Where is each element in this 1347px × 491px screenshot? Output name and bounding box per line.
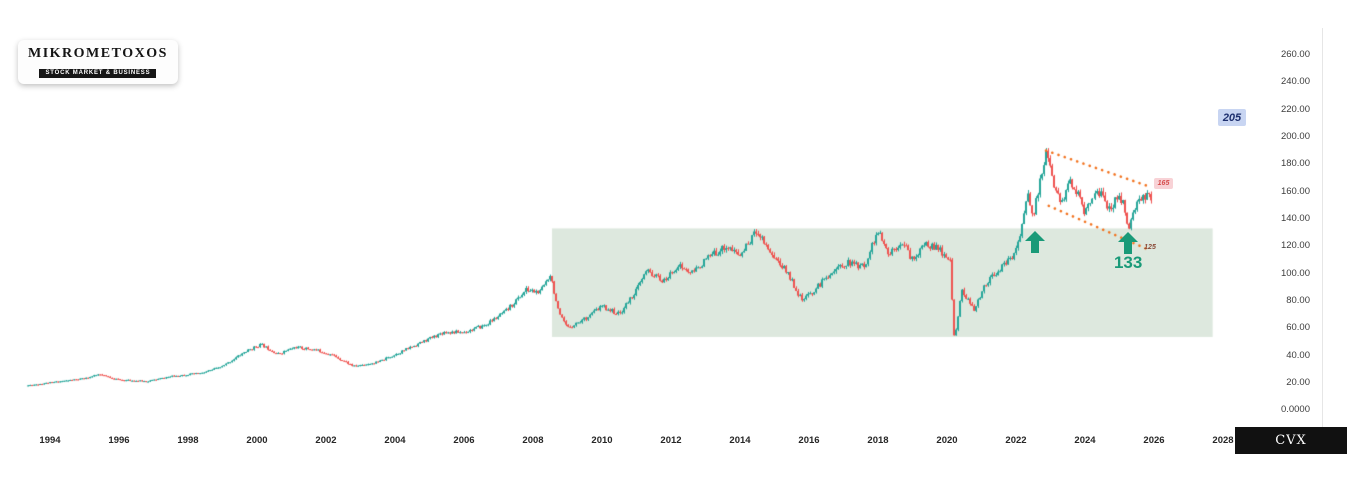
price-axis-tick: 140.00 (1280, 213, 1310, 224)
support-level-annotation: 133 (1113, 252, 1143, 272)
time-axis-tick: 2006 (453, 435, 475, 446)
price-axis-tick: 0.0000 (1280, 404, 1310, 415)
price-axis-tick: 80.00 (1286, 295, 1310, 306)
time-axis: 1994 1996 1998 2000 2002 2004 2006 2008 … (0, 434, 1347, 448)
time-axis-tick: 2000 (246, 435, 268, 446)
time-axis-tick: 2026 (1143, 435, 1165, 446)
ticker-symbol: CVX (1275, 433, 1307, 448)
time-axis-tick: 2018 (867, 435, 889, 446)
time-axis-tick: 1994 (39, 435, 61, 446)
time-axis-tick: 1996 (108, 435, 130, 446)
resistance-price-label[interactable]: 165 (1154, 178, 1173, 189)
price-axis-tick: 260.00 (1280, 49, 1310, 60)
up-arrow-icon (1024, 231, 1045, 254)
axis-separator-line (1322, 28, 1323, 428)
time-axis-tick: 2028 (1212, 435, 1234, 446)
price-axis-tick: 100.00 (1280, 268, 1310, 279)
price-axis: 260.00 240.00 220.00 200.00 180.00 160.0… (1250, 0, 1310, 491)
price-axis-tick: 20.00 (1286, 377, 1310, 388)
price-axis-tick: 200.00 (1280, 131, 1310, 142)
support-price-label[interactable]: 125 (1144, 243, 1156, 251)
time-axis-tick: 2020 (936, 435, 958, 446)
price-target-label[interactable]: 205 (1218, 109, 1246, 126)
time-axis-tick: 2024 (1074, 435, 1096, 446)
price-axis-tick: 160.00 (1280, 186, 1310, 197)
time-axis-tick: 2008 (522, 435, 544, 446)
up-arrow-icon (1118, 231, 1139, 254)
price-axis-tick: 220.00 (1280, 104, 1310, 115)
price-axis-tick: 120.00 (1280, 240, 1310, 251)
time-axis-tick: 1998 (177, 435, 199, 446)
brand-watermark: MIKROMETOXOS STOCK MARKET & BUSINESS (18, 40, 178, 84)
brand-name: MIKROMETOXOS (28, 46, 168, 61)
price-axis-tick: 180.00 (1280, 158, 1310, 169)
ticker-symbol-box: CVX (1235, 427, 1347, 454)
time-axis-tick: 2016 (798, 435, 820, 446)
price-axis-tick: 60.00 (1286, 322, 1310, 333)
time-axis-tick: 2004 (384, 435, 406, 446)
price-axis-tick: 240.00 (1280, 76, 1310, 87)
time-axis-tick: 2012 (660, 435, 682, 446)
price-axis-tick: 40.00 (1286, 350, 1310, 361)
time-axis-tick: 2002 (315, 435, 337, 446)
time-axis-tick: 2022 (1005, 435, 1027, 446)
brand-tagline: STOCK MARKET & BUSINESS (39, 68, 157, 78)
time-axis-tick: 2014 (729, 435, 751, 446)
time-axis-tick: 2010 (591, 435, 613, 446)
